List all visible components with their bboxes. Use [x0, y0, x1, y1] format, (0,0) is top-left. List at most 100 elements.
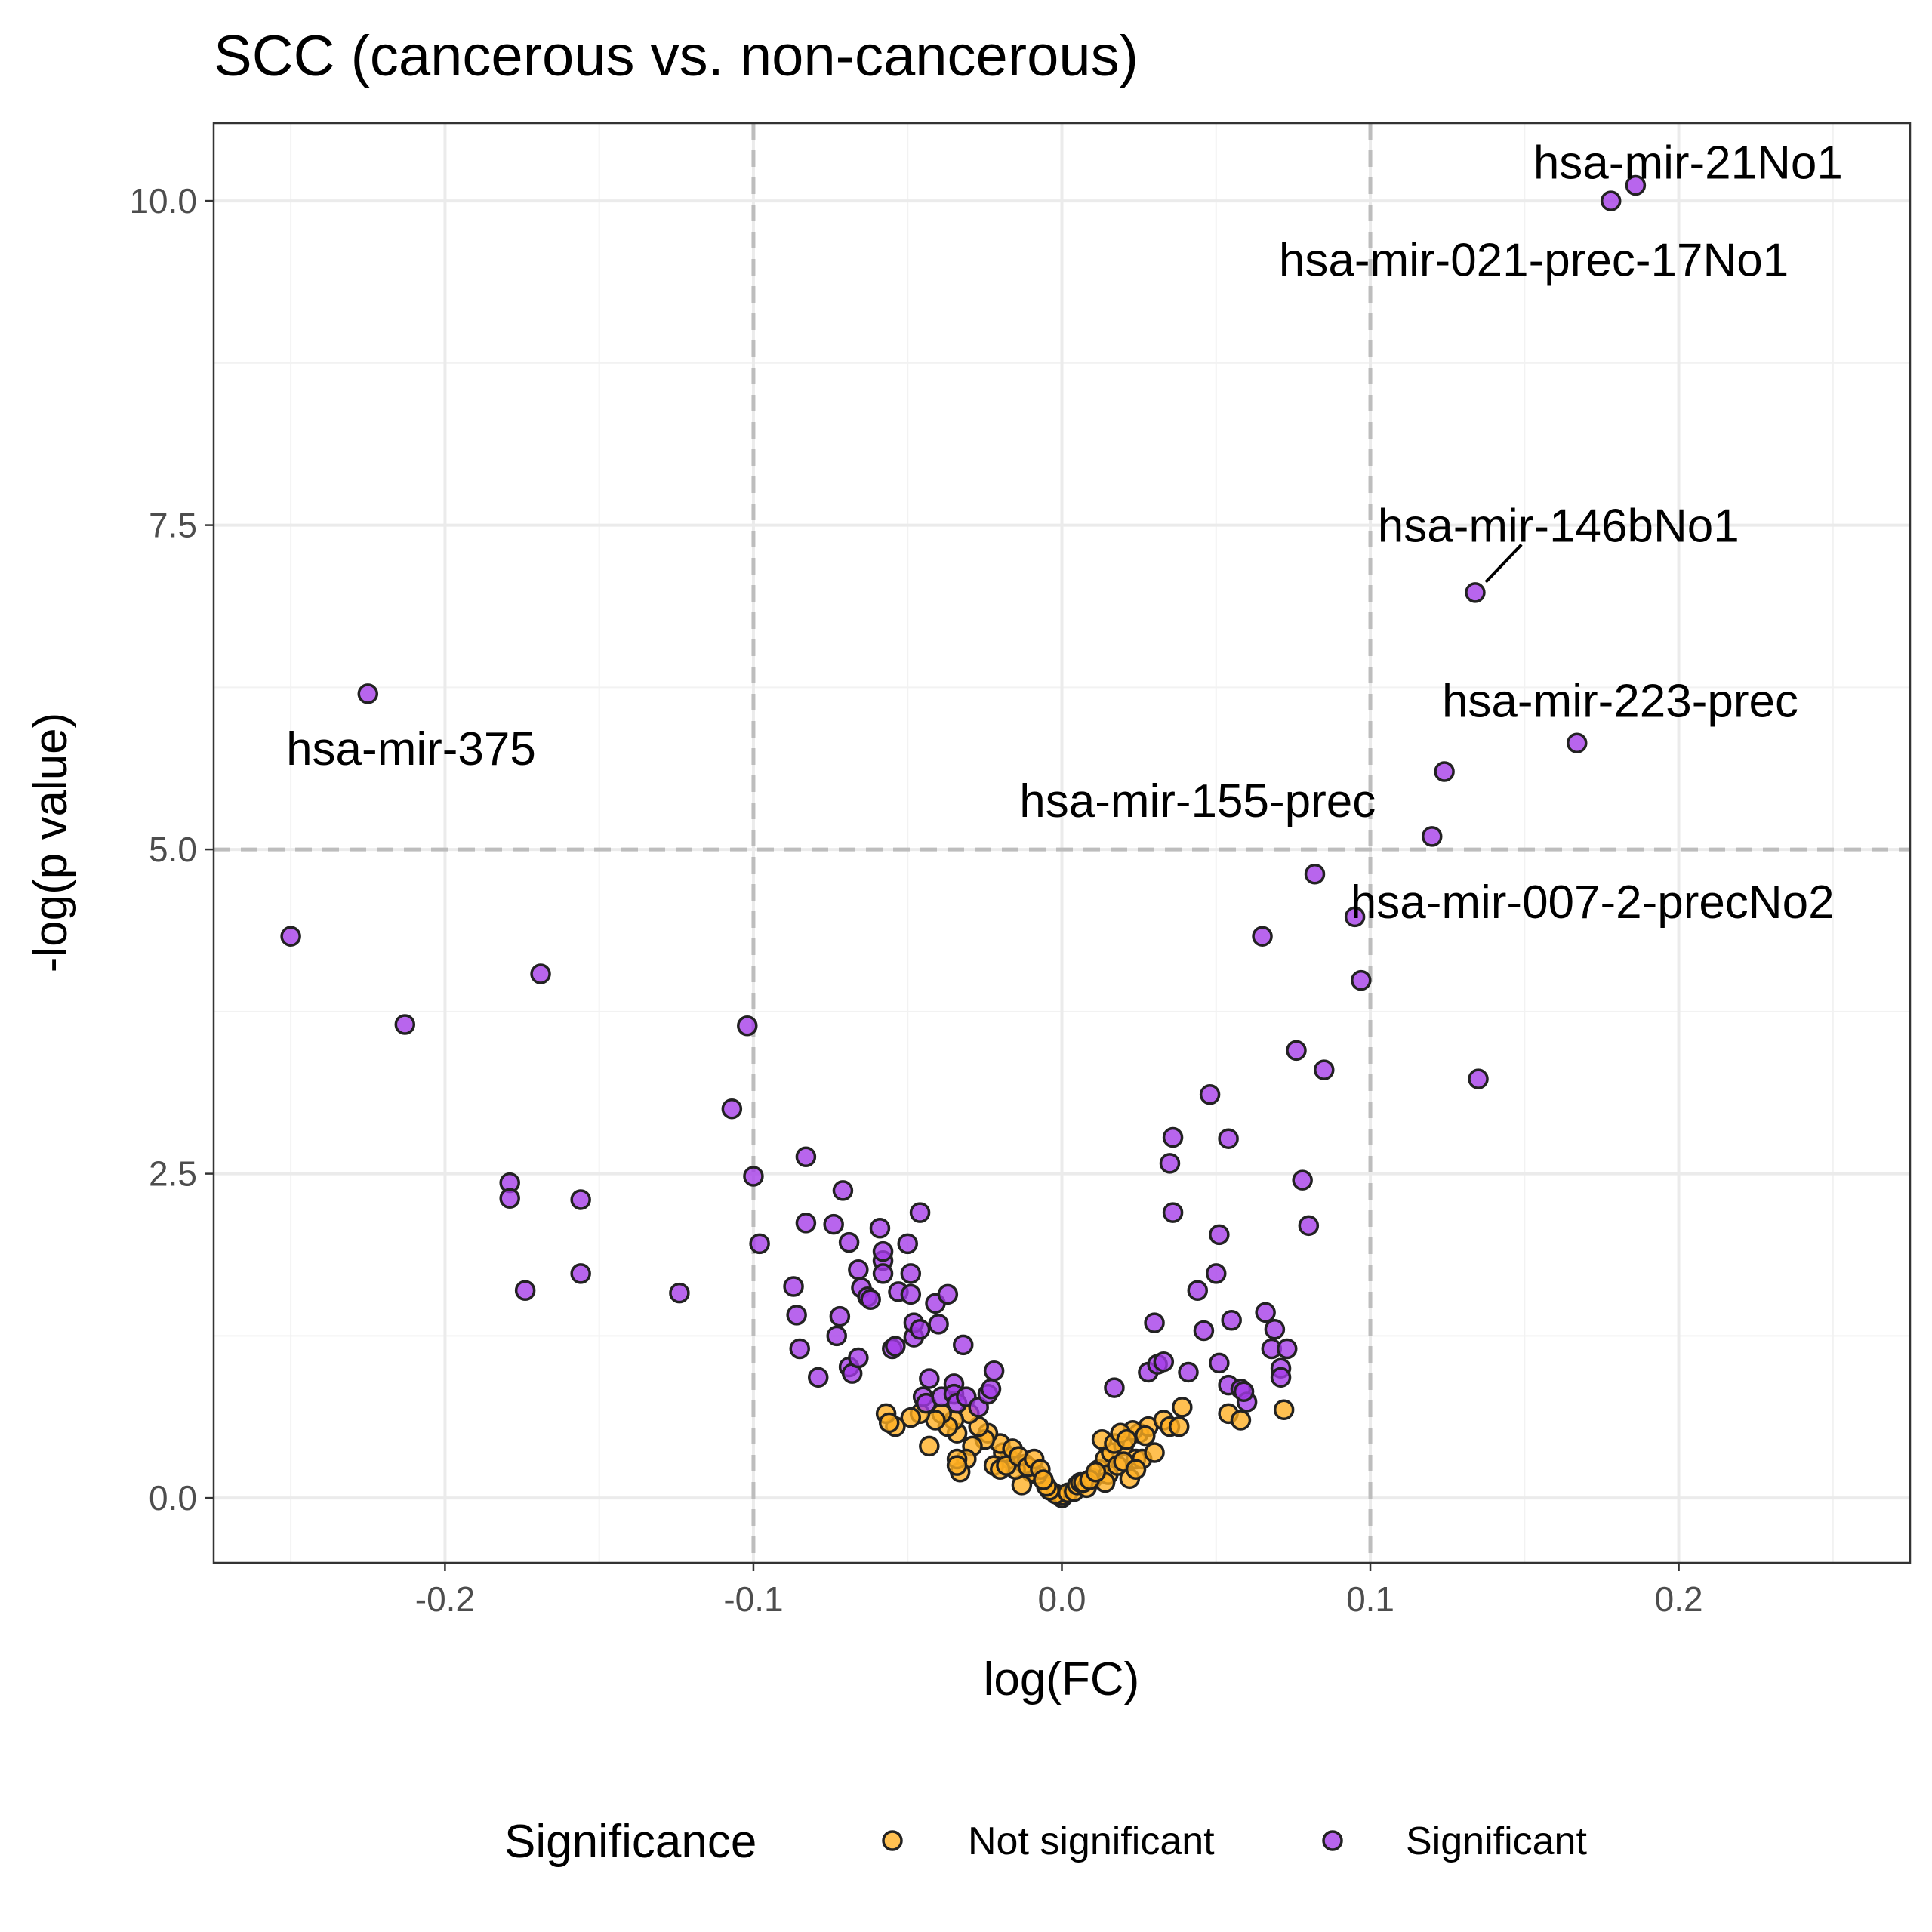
data-point-not-significant	[1273, 1399, 1295, 1421]
data-point-significant	[1292, 1169, 1313, 1191]
point-label: hsa-mir-375	[286, 723, 536, 775]
point-label: hsa-mir-007-2-precNo2	[1351, 877, 1835, 929]
data-point-significant	[1465, 582, 1486, 603]
threshold-lines	[214, 123, 1910, 1563]
data-point-significant	[514, 1280, 536, 1301]
data-point-significant	[1193, 1320, 1215, 1342]
data-point-significant	[1218, 1128, 1239, 1149]
data-point-significant	[900, 1283, 922, 1305]
data-point-significant	[1304, 863, 1326, 885]
legend-label: Significant	[1406, 1820, 1587, 1863]
data-point-significant	[1233, 1381, 1255, 1402]
data-point-significant	[1206, 1263, 1227, 1284]
data-point-significant	[1162, 1202, 1184, 1223]
data-point-significant	[1209, 1352, 1230, 1374]
data-point-significant	[928, 1314, 949, 1335]
data-point-significant	[280, 926, 301, 947]
data-point-significant	[1351, 969, 1372, 991]
y-tick-label: 2.5	[149, 1154, 197, 1194]
data-point-significant	[789, 1338, 810, 1360]
y-axis: 0.0 2.5 5.0 7.5 10.0	[129, 181, 214, 1518]
data-point-significant	[1104, 1377, 1125, 1398]
data-point-significant	[749, 1233, 770, 1255]
data-point-not-significant	[946, 1455, 968, 1476]
data-point-significant	[953, 1334, 974, 1356]
x-tick-label: -0.2	[415, 1579, 475, 1619]
data-point-significant	[737, 1015, 758, 1037]
data-point-significant	[1255, 1302, 1276, 1323]
data-point-significant	[669, 1282, 690, 1304]
data-point-significant	[897, 1233, 918, 1255]
data-point-significant	[829, 1305, 851, 1327]
data-point-significant	[1178, 1361, 1199, 1383]
legend-title: Significance	[504, 1816, 756, 1868]
data-point-significant	[919, 1368, 940, 1389]
data-point-not-significant	[1172, 1397, 1193, 1418]
data-point-significant	[1159, 1153, 1181, 1174]
y-axis-title: -log(p value)	[25, 713, 77, 973]
x-axis-title: log(FC)	[984, 1653, 1140, 1706]
data-point-significant	[795, 1213, 817, 1234]
points-layer	[280, 174, 1647, 1508]
data-point-not-significant	[919, 1435, 940, 1457]
data-point-significant	[1252, 926, 1273, 947]
data-point-significant	[1209, 1224, 1230, 1246]
x-tick-label: 0.2	[1655, 1579, 1703, 1619]
data-point-significant	[1276, 1338, 1298, 1360]
x-axis: -0.2 -0.1 0.0 0.1 0.2	[415, 1563, 1703, 1619]
point-label: hsa-mir-155-prec	[1019, 775, 1376, 827]
x-tick-label: 0.0	[1038, 1579, 1086, 1619]
data-point-not-significant	[1125, 1459, 1147, 1481]
legend-key	[1322, 1830, 1343, 1851]
data-point-significant	[1468, 1068, 1489, 1089]
x-tick-label: -0.1	[723, 1579, 783, 1619]
data-point-not-significant	[900, 1407, 922, 1428]
data-point-significant	[1434, 761, 1455, 782]
data-point-significant	[909, 1319, 931, 1340]
data-point-significant	[783, 1276, 804, 1297]
data-point-significant	[1162, 1126, 1184, 1148]
y-tick-label: 7.5	[149, 506, 197, 545]
leader-lines	[1484, 543, 1523, 584]
point-label: hsa-mir-146bNo1	[1378, 501, 1739, 553]
data-point-significant	[530, 963, 551, 984]
y-tick-label: 10.0	[129, 181, 197, 220]
data-point-significant	[1625, 174, 1647, 196]
data-point-significant	[1221, 1309, 1242, 1331]
data-point-significant	[1344, 906, 1366, 928]
data-point-significant	[838, 1231, 860, 1253]
legend: Significance Not significant Significant	[504, 1816, 1587, 1868]
point-label: hsa-mir-021-prec-17No1	[1279, 234, 1789, 286]
y-tick-label: 5.0	[149, 830, 197, 869]
data-point-significant	[1422, 826, 1443, 847]
data-point-not-significant	[1230, 1410, 1252, 1431]
data-point-significant	[1153, 1351, 1175, 1373]
legend-label: Not significant	[968, 1820, 1215, 1863]
labels-layer: hsa-mir-21No1 hsa-mir-021-prec-17No1 hsa-m…	[286, 137, 1843, 929]
data-point-significant	[860, 1289, 881, 1310]
data-point-significant	[1270, 1367, 1292, 1388]
data-point-significant	[499, 1188, 520, 1209]
data-point-significant	[1199, 1084, 1221, 1105]
legend-key	[882, 1830, 903, 1851]
point-label: hsa-mir-21No1	[1533, 137, 1843, 190]
data-point-significant	[743, 1166, 764, 1187]
data-point-significant	[795, 1146, 817, 1168]
data-point-not-significant	[1168, 1416, 1190, 1437]
data-point-significant	[570, 1263, 591, 1284]
data-point-significant	[721, 1098, 743, 1120]
data-point-not-significant	[1033, 1469, 1054, 1490]
data-point-significant	[1187, 1280, 1209, 1301]
data-point-significant	[872, 1240, 894, 1262]
data-point-significant	[807, 1367, 829, 1388]
annotation-leader-line	[1484, 543, 1523, 584]
data-point-significant	[1264, 1319, 1286, 1340]
data-point-not-significant	[1135, 1425, 1156, 1447]
data-point-significant	[1298, 1215, 1320, 1237]
data-point-significant	[786, 1305, 807, 1326]
data-point-significant	[909, 1202, 931, 1223]
data-point-significant	[900, 1263, 922, 1284]
data-point-significant	[394, 1014, 416, 1035]
